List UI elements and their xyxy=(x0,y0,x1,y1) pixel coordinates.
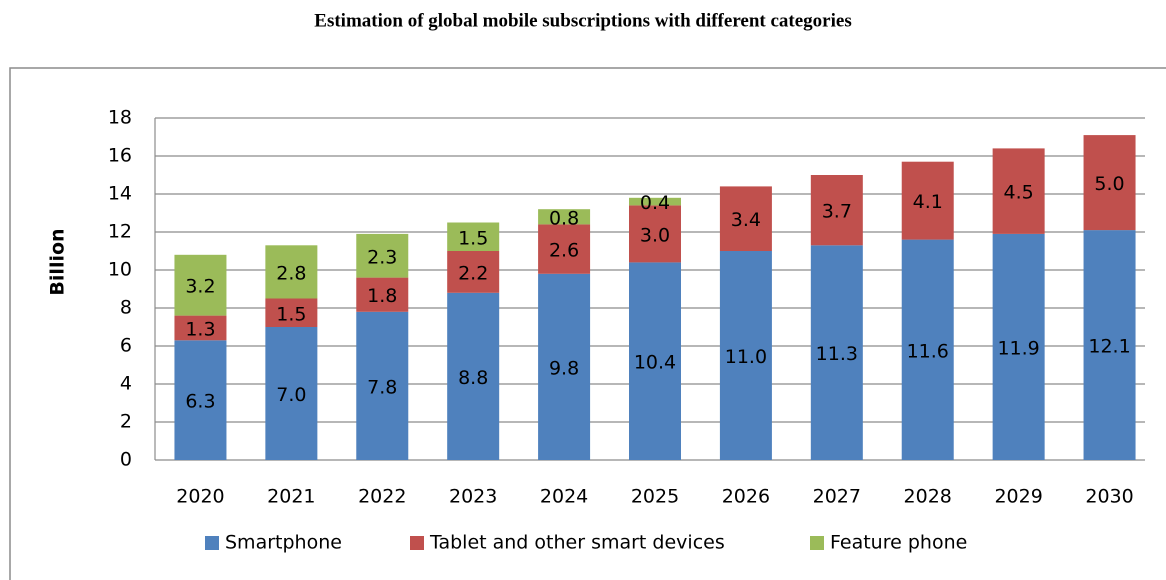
bar-segment xyxy=(901,239,954,460)
bar-segment xyxy=(174,254,227,316)
y-tick-label: 18 xyxy=(108,107,132,129)
data-label: 3.4 xyxy=(731,209,761,231)
y-tick-label: 10 xyxy=(108,259,132,281)
x-tick-label: 2024 xyxy=(540,486,588,508)
data-label: 7.8 xyxy=(367,376,397,398)
bar-segment xyxy=(356,233,409,278)
data-label: 4.5 xyxy=(1004,182,1034,204)
y-tick-label: 16 xyxy=(108,145,132,167)
data-label: 3.7 xyxy=(822,201,852,223)
legend-label: Smartphone xyxy=(225,532,342,554)
data-label: 11.0 xyxy=(725,346,767,368)
data-label: 7.0 xyxy=(276,384,306,406)
bar-segment xyxy=(356,311,409,460)
y-axis-label: Billion xyxy=(47,228,69,295)
legend-swatch xyxy=(410,536,424,550)
y-tick-label: 0 xyxy=(120,449,132,471)
chart-title: Estimation of global mobile subscription… xyxy=(314,10,851,31)
x-tick-label: 2020 xyxy=(176,486,224,508)
bar-segment xyxy=(265,298,318,327)
legend-label: Tablet and other smart devices xyxy=(429,532,725,554)
bar-segment xyxy=(538,273,591,460)
data-label: 1.5 xyxy=(276,303,306,325)
bar-segment xyxy=(538,224,591,274)
x-tick-label: 2022 xyxy=(358,486,406,508)
bar-segment xyxy=(1083,135,1136,231)
bar-segment xyxy=(719,251,772,460)
data-label: 3.2 xyxy=(185,276,215,298)
bar-segment xyxy=(356,277,409,312)
y-tick-label: 4 xyxy=(120,373,132,395)
data-label: 1.3 xyxy=(185,318,215,340)
bar-segment xyxy=(810,175,863,246)
bar-segment xyxy=(447,222,500,251)
bar-segment xyxy=(174,315,227,341)
bar-segment xyxy=(1083,230,1136,460)
data-label: 0.8 xyxy=(549,207,579,229)
data-label: 4.1 xyxy=(913,191,943,213)
bar-segment xyxy=(810,245,863,460)
bar-segment xyxy=(992,233,1045,460)
bar-segment xyxy=(629,262,681,460)
y-tick-label: 6 xyxy=(120,335,132,357)
bar-segment xyxy=(538,209,591,225)
data-label: 2.2 xyxy=(458,262,488,284)
data-label: 11.6 xyxy=(907,340,949,362)
y-tick-label: 8 xyxy=(120,297,132,319)
data-label: 11.9 xyxy=(997,337,1039,359)
legend-swatch xyxy=(810,536,824,550)
legend-swatch xyxy=(205,536,219,550)
x-tick-label: 2026 xyxy=(722,486,770,508)
bar-segment xyxy=(265,245,318,299)
bar-segment xyxy=(265,327,318,460)
data-label: 0.4 xyxy=(640,192,670,214)
data-label: 6.3 xyxy=(185,391,215,413)
data-label: 2.8 xyxy=(276,262,306,284)
y-tick-label: 12 xyxy=(108,221,132,243)
bar-segment xyxy=(174,340,227,460)
bar-segment xyxy=(629,197,681,206)
data-label: 11.3 xyxy=(816,343,858,365)
bar-segment xyxy=(629,205,681,263)
x-tick-label: 2027 xyxy=(813,486,861,508)
data-label: 9.8 xyxy=(549,357,579,379)
x-tick-label: 2023 xyxy=(449,486,497,508)
x-tick-label: 2029 xyxy=(994,486,1042,508)
y-tick-label: 14 xyxy=(108,183,132,205)
y-tick-label: 2 xyxy=(120,411,132,433)
data-label: 3.0 xyxy=(640,224,670,246)
data-label: 1.5 xyxy=(458,227,488,249)
x-tick-label: 2025 xyxy=(631,486,679,508)
bar-segment xyxy=(447,292,500,460)
bar-segment xyxy=(447,251,500,293)
data-label: 1.8 xyxy=(367,285,397,307)
data-label: 10.4 xyxy=(634,352,676,374)
x-tick-label: 2028 xyxy=(904,486,952,508)
legend-label: Feature phone xyxy=(830,532,967,554)
chart-frame xyxy=(9,67,1166,580)
x-tick-label: 2021 xyxy=(267,486,315,508)
bar-segment xyxy=(901,161,954,240)
data-label: 12.1 xyxy=(1088,336,1130,358)
bar-segment xyxy=(719,186,772,251)
data-label: 2.6 xyxy=(549,240,579,262)
data-label: 8.8 xyxy=(458,367,488,389)
bar-segment xyxy=(992,148,1045,234)
data-label: 5.0 xyxy=(1094,173,1124,195)
data-label: 2.3 xyxy=(367,246,397,268)
x-tick-label: 2030 xyxy=(1085,486,1133,508)
